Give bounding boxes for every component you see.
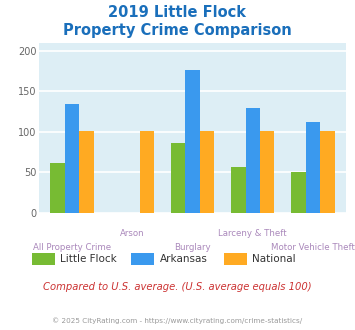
Bar — [291, 172, 306, 213]
Bar — [200, 131, 214, 213]
Bar — [260, 131, 274, 213]
Bar — [80, 131, 94, 213]
Bar — [65, 104, 80, 213]
Text: Motor Vehicle Theft: Motor Vehicle Theft — [271, 243, 355, 252]
Text: Property Crime Comparison: Property Crime Comparison — [63, 23, 292, 38]
Bar — [50, 163, 65, 213]
Text: National: National — [252, 254, 296, 264]
Text: Burglary: Burglary — [174, 243, 211, 252]
Bar — [231, 167, 246, 213]
Bar — [246, 109, 260, 213]
Bar — [306, 122, 320, 213]
Text: Compared to U.S. average. (U.S. average equals 100): Compared to U.S. average. (U.S. average … — [43, 282, 312, 292]
Text: © 2025 CityRating.com - https://www.cityrating.com/crime-statistics/: © 2025 CityRating.com - https://www.city… — [53, 317, 302, 324]
Text: Arson: Arson — [120, 229, 145, 238]
Text: Larceny & Theft: Larceny & Theft — [218, 229, 287, 238]
Text: All Property Crime: All Property Crime — [33, 243, 111, 252]
Bar — [320, 131, 335, 213]
Text: Little Flock: Little Flock — [60, 254, 117, 264]
Bar — [140, 131, 154, 213]
Text: Arkansas: Arkansas — [160, 254, 208, 264]
Bar — [185, 70, 200, 213]
Bar — [171, 143, 185, 213]
Text: 2019 Little Flock: 2019 Little Flock — [109, 5, 246, 20]
